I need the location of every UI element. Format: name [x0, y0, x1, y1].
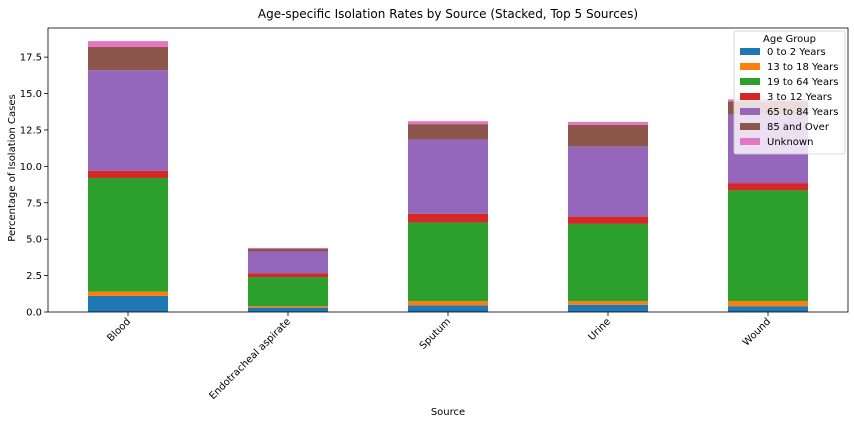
- bar-segment-2-6: [248, 248, 328, 252]
- bar-segment-2-5: [248, 251, 328, 274]
- x-tick-label: Endotracheal aspirate: [207, 316, 293, 402]
- bar-segment-2-4: [248, 273, 328, 278]
- legend-title: Age Group: [763, 34, 816, 45]
- x-axis-label: Source: [431, 407, 465, 418]
- bar-segment-4-1: [568, 304, 648, 312]
- bar-segment-5-2: [728, 301, 808, 307]
- bar-segment-4-5: [568, 146, 648, 217]
- y-tick-label: 0.0: [26, 308, 42, 319]
- bar-segment-4-4: [568, 216, 648, 224]
- y-axis-label: Percentage of Isolation Cases: [7, 94, 18, 241]
- legend-label: 13 to 18 Years: [767, 62, 838, 73]
- legend-label: 65 to 84 Years: [767, 107, 838, 118]
- legend-swatch: [740, 123, 760, 130]
- bar-segment-1-4: [88, 170, 168, 179]
- bar-segment-1-1: [88, 295, 168, 312]
- bar-segment-3-6: [408, 124, 488, 140]
- bar-segment-1-3: [88, 178, 168, 292]
- legend-swatch: [740, 93, 760, 100]
- y-tick-label: 7.5: [26, 198, 42, 209]
- legend-swatch: [740, 78, 760, 85]
- bar-segment-4-3: [568, 223, 648, 302]
- legend-label: 3 to 12 Years: [767, 92, 832, 103]
- x-axis: Blood Endotracheal aspirate Sputum Urine Wou…: [105, 312, 773, 402]
- bar-segment-5-1: [728, 306, 808, 312]
- y-tick-label: 12.5: [20, 125, 42, 136]
- y-tick-label: 15.0: [20, 89, 42, 100]
- bar-segment-3-3: [408, 222, 488, 302]
- legend-swatch: [740, 108, 760, 115]
- y-tick-label: 5.0: [26, 235, 42, 246]
- legend-label: 85 and Over: [767, 122, 830, 133]
- plot-area: [47, 27, 849, 313]
- legend-swatch: [740, 63, 760, 70]
- legend-label: 0 to 2 Years: [767, 47, 826, 58]
- x-tick-label: Blood: [105, 316, 133, 344]
- bar-segment-5-3: [728, 190, 808, 302]
- bar-segment-1-6: [88, 46, 168, 71]
- bar-segment-2-2: [248, 306, 328, 308]
- legend: Age Group 0 to 2 Years 13 to 18 Years 19 to…: [733, 30, 846, 155]
- x-tick-label: Urine: [586, 316, 613, 343]
- bar-segment-2-3: [248, 277, 328, 307]
- bar-segment-3-2: [408, 301, 488, 306]
- y-tick-label: 10.0: [20, 162, 42, 173]
- bar-segment-1-2: [88, 291, 168, 296]
- x-tick-label: Wound: [741, 316, 773, 348]
- legend-label: Unknown: [767, 137, 813, 148]
- bar-segment-2-7: [248, 247, 328, 249]
- y-tick-label: 2.5: [26, 271, 42, 282]
- y-tick-label: 17.5: [20, 53, 42, 64]
- bar-segment-4-7: [568, 121, 648, 125]
- y-axis: 0.0 2.5 5.0 7.5 10.0 12.5 15.0 17.5: [20, 53, 48, 319]
- bar-segment-3-1: [408, 305, 488, 312]
- bar-segment-4-2: [568, 301, 648, 305]
- bar-segment-3-4: [408, 213, 488, 223]
- legend-swatch: [740, 138, 760, 145]
- bar-segment-1-5: [88, 70, 168, 171]
- x-tick-label: Sputum: [418, 316, 453, 351]
- legend-box: [733, 30, 846, 155]
- bar-segment-3-5: [408, 139, 488, 214]
- chart-title: Age-specific Isolation Rates by Source (…: [258, 7, 638, 21]
- bar-segment-4-6: [568, 124, 648, 147]
- bar-segment-5-4: [728, 183, 808, 191]
- legend-swatch: [740, 48, 760, 55]
- bar-segment-1-7: [88, 41, 168, 47]
- bar-segment-3-7: [408, 121, 488, 125]
- legend-label: 19 to 64 Years: [767, 77, 838, 88]
- bar-segment-2-1: [248, 307, 328, 312]
